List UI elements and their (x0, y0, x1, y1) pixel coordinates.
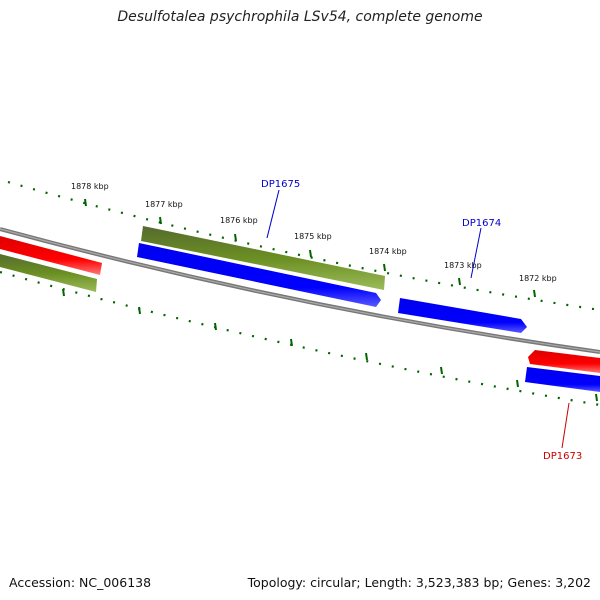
accession-label: Accession: NC_006138 (9, 575, 152, 590)
leader-line-dp1673 (561, 402, 570, 449)
forward-cds-left[interactable] (0, 236, 102, 275)
tick-label-1876: 1876 kbp (220, 216, 258, 225)
genome-summary: Topology: circular; Length: 3,523,383 bp… (247, 575, 591, 590)
gene-label-dp1675: DP1675 (261, 179, 300, 190)
leader-line-dp1674 (470, 227, 482, 279)
forward-cds-dp1673[interactable] (528, 350, 600, 373)
leader-line-dp1675 (266, 189, 280, 239)
reverse-cds-dp1675[interactable] (137, 243, 381, 307)
outer-tick-ring (7, 180, 600, 312)
map-title: Desulfotalea psychrophila LSv54, complet… (117, 9, 483, 25)
gene-label-dp1673: DP1673 (543, 451, 582, 462)
tick-label-1872: 1872 kbp (519, 274, 557, 283)
tick-label-1878: 1878 kbp (71, 182, 109, 191)
tick-label-1873: 1873 kbp (444, 261, 482, 270)
major-ticks (62, 198, 598, 402)
tick-label-1877: 1877 kbp (145, 200, 183, 209)
gene-feature-left[interactable] (0, 254, 97, 292)
reverse-cds-dp1674[interactable] (398, 298, 527, 333)
gene-label-dp1674: DP1674 (462, 218, 501, 229)
reverse-cds-right[interactable] (525, 367, 600, 392)
tick-label-1875: 1875 kbp (294, 232, 332, 241)
gene-feature-dp1675[interactable] (141, 226, 385, 290)
tick-label-1874: 1874 kbp (369, 247, 407, 256)
